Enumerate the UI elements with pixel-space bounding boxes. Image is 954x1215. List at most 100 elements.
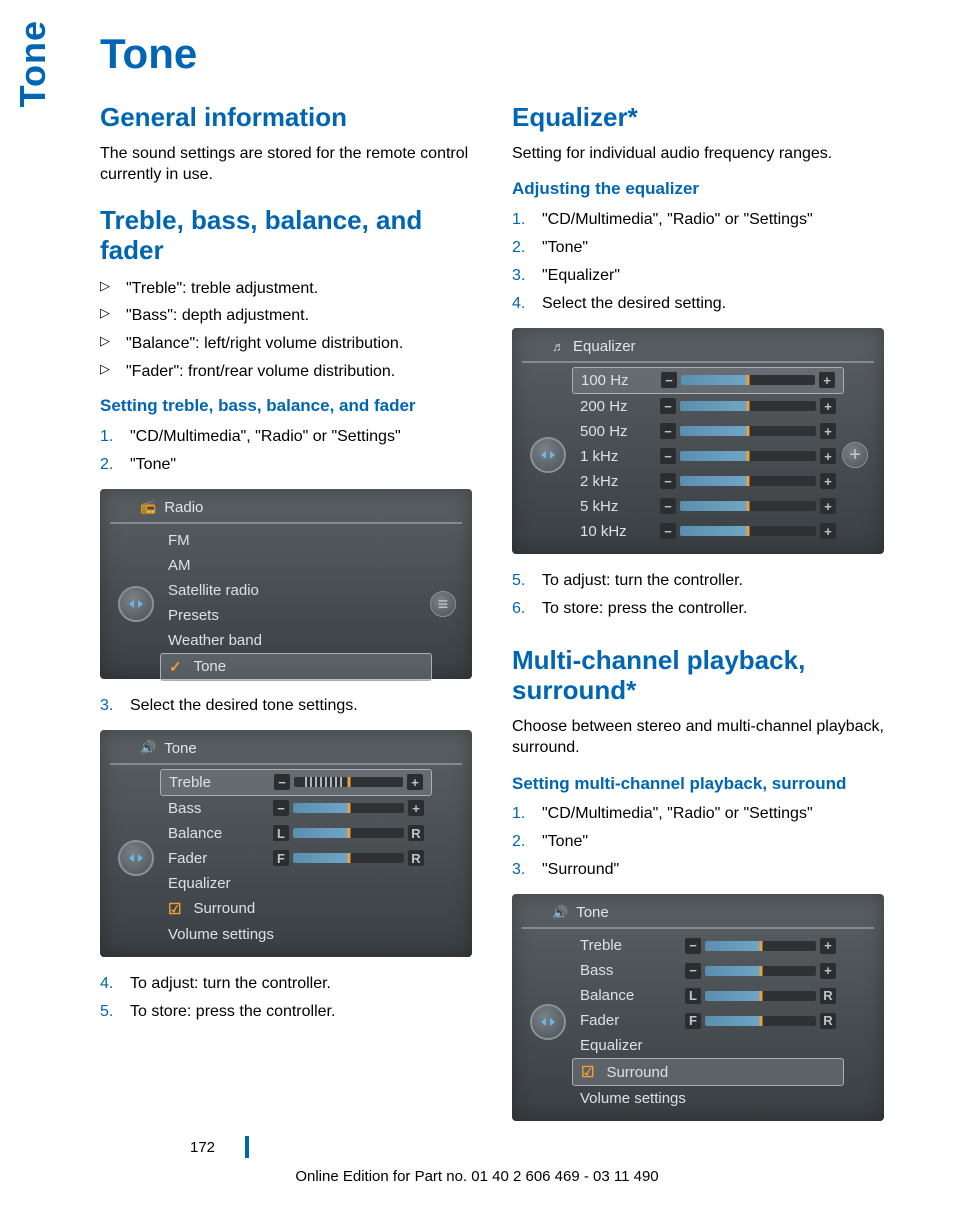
slider-plus: +: [407, 774, 423, 790]
slider-minus: −: [685, 963, 701, 979]
slider-plus: +: [820, 938, 836, 954]
menu-area: Treble−+ Bass−+ BalanceLR FaderFR Equali…: [110, 769, 462, 947]
page-title: Tone: [100, 30, 894, 78]
radio-menu-screenshot: 📻 Radio ≡ FM AM Satellite radio Presets …: [100, 489, 472, 679]
slider-minus: −: [660, 398, 676, 414]
check-icon: ☑: [168, 900, 181, 918]
steps-list: 5.To adjust: turn the controller. 6.To s…: [512, 569, 884, 621]
menu-row: FM: [160, 528, 432, 553]
menu-row: 200 Hz−+: [572, 394, 844, 419]
menu-row: Bass −+: [160, 796, 432, 821]
slider-plus: +: [820, 398, 836, 414]
slider-plus: +: [820, 963, 836, 979]
bullet-item: "Balance": left/right volume distributio…: [100, 331, 472, 357]
menu-label: Volume settings: [168, 926, 274, 943]
slider-label: Treble: [580, 937, 675, 954]
step-item: 2."Tone": [100, 453, 472, 477]
menu-row-selected: 100 Hz−+: [572, 367, 844, 394]
slider: −+: [660, 423, 836, 439]
slider-plus: +: [820, 423, 836, 439]
sidebar-tab: Tone: [12, 20, 54, 107]
slider-minus: −: [660, 498, 676, 514]
menu-row-selected: ☑Surround: [572, 1058, 844, 1086]
slider-label: Bass: [168, 800, 263, 817]
steps-list: 1."CD/Multimedia", "Radio" or "Settings"…: [100, 425, 472, 477]
slider-minus: −: [660, 423, 676, 439]
general-info-heading: General information: [100, 103, 472, 133]
side-knob-icon: +: [842, 442, 868, 468]
left-column: General information The sound settings a…: [100, 103, 472, 1136]
menu-row: Satellite radio: [160, 578, 432, 603]
step-text: "Tone": [542, 239, 588, 256]
treble-bass-bullets: "Treble": treble adjustment. "Bass": dep…: [100, 276, 472, 384]
slider-label: Balance: [580, 987, 675, 1004]
menu-row: FaderFR: [572, 1008, 844, 1033]
menu-row: FaderFR: [160, 846, 432, 871]
controller-knob-icon: [530, 437, 566, 473]
screenshot-title: Tone: [576, 904, 609, 921]
slider: −+: [660, 523, 836, 539]
controller-knob-icon: [118, 586, 154, 622]
menu-row: Volume settings: [160, 922, 432, 947]
menu-row: AM: [160, 553, 432, 578]
menu-row: Presets: [160, 603, 432, 628]
treble-bass-heading: Treble, bass, balance, and fader: [100, 206, 472, 266]
tone-icon: 🔊: [140, 740, 156, 756]
slider-plus: +: [820, 473, 836, 489]
bullet-item: "Treble": treble adjustment.: [100, 276, 472, 302]
step-text: "CD/Multimedia", "Radio" or "Settings": [542, 211, 813, 228]
slider-label: Balance: [168, 825, 263, 842]
step-text: "Tone": [130, 456, 176, 473]
slider: LR: [685, 988, 836, 1004]
step-item: 5.To store: press the controller.: [100, 1000, 472, 1024]
step-text: To adjust: turn the controller.: [130, 975, 331, 992]
menu-area: + 100 Hz−+ 200 Hz−+ 500 Hz−+ 1 kHz−+ 2 k…: [522, 367, 874, 544]
footer-line: Online Edition for Part no. 01 40 2 606 …: [0, 1168, 954, 1185]
slider-right: R: [408, 825, 424, 841]
equalizer-body: Setting for individual audio frequency r…: [512, 143, 884, 165]
screenshot-titlebar: 🔊 Tone: [110, 738, 462, 765]
slider-plus: +: [820, 498, 836, 514]
slider: LR: [273, 825, 424, 841]
step-text: "Surround": [542, 861, 619, 878]
slider-label: Fader: [168, 850, 263, 867]
slider: −+: [660, 398, 836, 414]
menu-row: BalanceLR: [160, 821, 432, 846]
screenshot-title: Tone: [164, 740, 197, 757]
step-item: 3."Equalizer": [512, 264, 884, 288]
accent-bar: [245, 1136, 249, 1158]
screenshot-title: Equalizer: [573, 338, 636, 355]
step-text: To store: press the controller.: [542, 600, 747, 617]
step-text: To store: press the controller.: [130, 1003, 335, 1020]
screenshot-title: Radio: [164, 499, 203, 516]
slider: −+: [274, 774, 423, 790]
menu-label: FM: [168, 532, 190, 549]
menu-label: Equalizer: [168, 875, 231, 892]
slider-minus: −: [685, 938, 701, 954]
step-text: Select the desired tone settings.: [130, 697, 358, 714]
slider: −+: [660, 498, 836, 514]
adjusting-equalizer-subheading: Adjusting the equalizer: [512, 179, 884, 199]
controller-knob-icon: [118, 840, 154, 876]
menu-label: Weather band: [168, 632, 262, 649]
step-item: 3.Select the desired tone settings.: [100, 694, 472, 718]
menu-row: ☑Surround: [160, 896, 432, 922]
side-knob-icon: ≡: [430, 591, 456, 617]
content-columns: General information The sound settings a…: [100, 103, 884, 1136]
step-item: 2."Tone": [512, 830, 884, 854]
slider-left: F: [685, 1013, 701, 1029]
slider-label: 500 Hz: [580, 423, 650, 440]
page-number: 172: [190, 1139, 215, 1156]
slider: −+: [660, 473, 836, 489]
general-info-body: The sound settings are stored for the re…: [100, 143, 472, 186]
menu-row: Weather band: [160, 628, 432, 653]
slider-left: L: [273, 825, 289, 841]
step-item: 3."Surround": [512, 858, 884, 882]
setting-multichannel-subheading: Setting multi-channel playback, surround: [512, 774, 884, 794]
slider: −+: [273, 800, 424, 816]
slider-minus: −: [660, 448, 676, 464]
tone-icon: 🔊: [552, 905, 568, 921]
menu-row: 1 kHz−+: [572, 444, 844, 469]
page-footer: 172 Online Edition for Part no. 01 40 2 …: [0, 1136, 954, 1185]
menu-row: Equalizer: [160, 871, 432, 896]
